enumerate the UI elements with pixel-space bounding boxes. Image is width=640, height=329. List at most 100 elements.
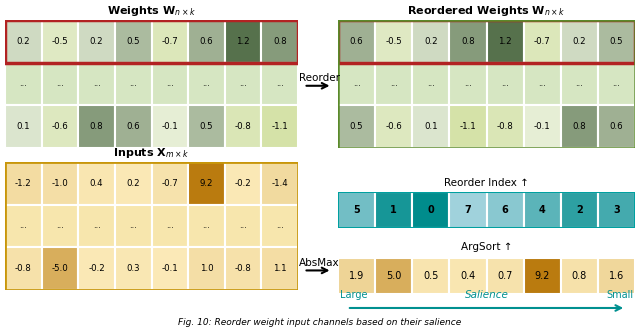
Text: ...: ...	[19, 80, 28, 89]
Bar	[152, 162, 188, 205]
Bar	[261, 247, 298, 290]
Bar	[261, 162, 298, 205]
Text: 1.2: 1.2	[499, 37, 512, 46]
Text: -0.8: -0.8	[235, 264, 252, 273]
Text: 1.1: 1.1	[273, 264, 287, 273]
Text: 0.2: 0.2	[424, 37, 438, 46]
Text: 0.4: 0.4	[460, 271, 476, 281]
Bar	[375, 258, 412, 294]
Bar	[152, 105, 188, 148]
Text: Reorder Index ↑: Reorder Index ↑	[444, 178, 529, 188]
Text: 0.1: 0.1	[424, 122, 438, 131]
Text: ...: ...	[239, 221, 247, 231]
Text: -0.8: -0.8	[497, 122, 513, 131]
Bar	[561, 20, 598, 63]
Bar	[261, 20, 298, 63]
Bar	[78, 162, 115, 205]
Text: 7: 7	[465, 205, 471, 215]
Bar	[449, 258, 486, 294]
Text: 1.9: 1.9	[349, 271, 364, 281]
Text: Small: Small	[606, 290, 633, 300]
Text: 0.8: 0.8	[573, 122, 586, 131]
Bar	[225, 247, 261, 290]
Bar	[449, 20, 486, 63]
Text: ...: ...	[56, 80, 64, 89]
Bar	[261, 205, 298, 247]
Text: -0.6: -0.6	[385, 122, 402, 131]
Bar	[42, 205, 78, 247]
Bar	[338, 105, 375, 148]
Text: ...: ...	[93, 221, 100, 231]
Text: ...: ...	[390, 80, 397, 89]
Text: ...: ...	[129, 221, 137, 231]
Text: ...: ...	[129, 80, 137, 89]
Bar	[261, 105, 298, 148]
Text: 0.6: 0.6	[200, 37, 213, 46]
Bar	[486, 105, 524, 148]
Text: 0.6: 0.6	[349, 37, 364, 46]
Bar	[561, 258, 598, 294]
Bar	[338, 63, 375, 105]
Text: ...: ...	[464, 80, 472, 89]
Bar	[42, 162, 78, 205]
Bar	[338, 20, 375, 63]
Text: Reordered Weights $\mathbf{W}_{n\times k}$: Reordered Weights $\mathbf{W}_{n\times k…	[407, 4, 566, 18]
Bar	[561, 105, 598, 148]
Text: ...: ...	[538, 80, 546, 89]
Bar	[486, 20, 524, 63]
Text: ...: ...	[239, 80, 247, 89]
Bar	[115, 205, 152, 247]
Bar	[338, 20, 635, 63]
Bar	[412, 258, 449, 294]
Bar	[225, 162, 261, 205]
Bar	[188, 105, 225, 148]
Text: ...: ...	[501, 80, 509, 89]
Text: 6: 6	[502, 205, 508, 215]
Text: 0.2: 0.2	[17, 37, 30, 46]
Text: ...: ...	[19, 221, 28, 231]
Text: 1.6: 1.6	[609, 271, 624, 281]
Text: -1.2: -1.2	[15, 179, 32, 188]
Text: -1.1: -1.1	[271, 122, 288, 131]
Bar	[412, 105, 449, 148]
Bar	[5, 205, 42, 247]
Bar	[598, 192, 635, 228]
Bar	[412, 20, 449, 63]
Bar	[524, 63, 561, 105]
Bar	[412, 63, 449, 105]
Bar	[78, 105, 115, 148]
Bar	[486, 258, 524, 294]
Text: 0.8: 0.8	[461, 37, 475, 46]
Bar	[188, 162, 225, 205]
Text: Reorder: Reorder	[298, 73, 339, 83]
Text: ...: ...	[427, 80, 435, 89]
Text: 9.2: 9.2	[534, 271, 550, 281]
Bar	[152, 205, 188, 247]
Bar	[524, 105, 561, 148]
Bar	[225, 20, 261, 63]
Text: Salience: Salience	[465, 290, 508, 300]
Text: -0.7: -0.7	[534, 37, 550, 46]
Bar	[115, 20, 152, 63]
Bar	[524, 20, 561, 63]
Bar	[375, 63, 412, 105]
Bar	[42, 247, 78, 290]
Text: ArgSort ↑: ArgSort ↑	[461, 242, 512, 252]
Text: 0.6: 0.6	[610, 122, 623, 131]
Text: -0.2: -0.2	[88, 264, 105, 273]
Text: ...: ...	[56, 221, 64, 231]
Bar	[449, 105, 486, 148]
Text: -0.1: -0.1	[161, 264, 178, 273]
Text: 0.8: 0.8	[90, 122, 104, 131]
Text: 5.0: 5.0	[386, 271, 401, 281]
Bar	[115, 162, 152, 205]
Text: 0.1: 0.1	[17, 122, 30, 131]
Bar	[188, 205, 225, 247]
Text: ...: ...	[575, 80, 583, 89]
Bar	[115, 63, 152, 105]
Text: 0.5: 0.5	[126, 37, 140, 46]
Bar	[375, 20, 412, 63]
Bar	[188, 247, 225, 290]
Bar	[115, 105, 152, 148]
Text: ...: ...	[93, 80, 100, 89]
